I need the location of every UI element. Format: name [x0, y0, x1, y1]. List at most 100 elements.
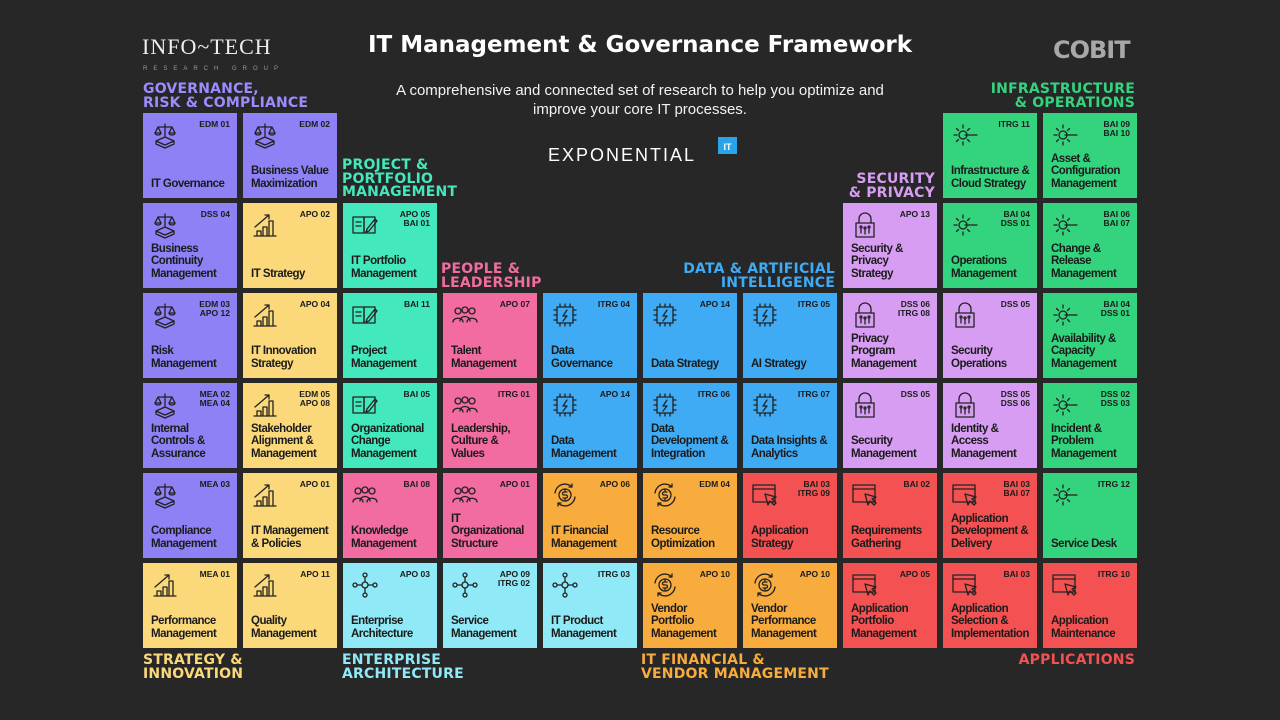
chip-icon — [553, 393, 577, 417]
window-cursor-icon — [952, 484, 977, 506]
tile-code: ITRG 07 — [797, 389, 830, 399]
tile-name: Vendor Portfolio Management — [651, 602, 717, 640]
tile-code: ITRG 10 — [1097, 569, 1130, 579]
tile-talent-management[interactable]: APO 07 Talent Management — [443, 293, 537, 378]
network-icon — [552, 572, 578, 598]
tile-availability-capacity-management[interactable]: BAI 04 DSS 01 Availability & Capacity Man… — [1043, 293, 1137, 378]
tile-data-management[interactable]: APO 14 Data Management — [543, 383, 637, 468]
tile-it-management-policies[interactable]: APO 01 IT Management & Policies — [243, 473, 337, 558]
tile-code: DSS 04 — [200, 209, 230, 219]
tile-code: ITRG 03 — [597, 569, 630, 579]
tile-name: Operations Management — [951, 255, 1017, 280]
tile-knowledge-management[interactable]: BAI 08 Knowledge Management — [343, 473, 437, 558]
tile-code: EDM 01 — [199, 119, 230, 129]
exponential-badge: IT — [718, 137, 737, 154]
tile-performance-management[interactable]: MEA 01 Performance Management — [143, 563, 237, 648]
tile-data-governance[interactable]: ITRG 04 Data Governance — [543, 293, 637, 378]
scales-icon — [154, 123, 176, 149]
tile-it-governance[interactable]: EDM 01 IT Governance — [143, 113, 237, 198]
category-label-people: PEOPLE & LEADERSHIP — [441, 261, 542, 291]
tile-code: APO 11 — [300, 569, 330, 579]
tile-enterprise-architecture[interactable]: APO 03 Enterprise Architecture — [343, 563, 437, 648]
growth-chart-icon — [253, 394, 277, 417]
tile-organizational-change-management[interactable]: BAI 05 Organizational Change Management — [343, 383, 437, 468]
notebook-pen-icon — [352, 216, 378, 234]
tile-quality-management[interactable]: APO 11 Quality Management — [243, 563, 337, 648]
tile-it-strategy[interactable]: APO 02 IT Strategy — [243, 203, 337, 288]
lock-icon — [955, 392, 975, 418]
category-label-strategy: STRATEGY & INNOVATION — [143, 652, 244, 682]
tile-application-strategy[interactable]: BAI 03 ITRG 09 Application Strategy — [743, 473, 837, 558]
tile-security-operations[interactable]: DSS 05 Security Operations — [943, 293, 1037, 378]
tile-identity-access-management[interactable]: DSS 05 DSS 06 Identity & Access Managemen… — [943, 383, 1037, 468]
tile-incident-problem-management[interactable]: DSS 02 DSS 03 Incident & Problem Manageme… — [1043, 383, 1137, 468]
tile-code: BAI 11 — [404, 299, 430, 309]
tile-vendor-performance-management[interactable]: APO 10 Vendor Performance Management — [743, 563, 837, 648]
cobit-logo: COBIT — [1053, 36, 1131, 64]
tile-vendor-portfolio-management[interactable]: APO 10 Vendor Portfolio Management — [643, 563, 737, 648]
tile-code: APO 13 — [899, 209, 930, 219]
tile-asset-configuration-management[interactable]: BAI 09 BAI 10 Asset & Configuration Manag… — [1043, 113, 1137, 198]
gear-wrench-icon — [1053, 124, 1078, 146]
tile-infrastructure-cloud-strategy[interactable]: ITRG 11 Infrastructure & Cloud Strategy — [943, 113, 1037, 198]
tile-name: Resource Optimization — [651, 525, 715, 550]
tile-code: EDM 04 — [699, 479, 730, 489]
tile-code: APO 14 — [699, 299, 730, 309]
tile-name: Application Strategy — [751, 525, 809, 550]
tile-application-maintenance[interactable]: ITRG 10 Application Maintenance — [1043, 563, 1137, 648]
tile-name: Data Governance — [551, 345, 613, 370]
tile-it-product-management[interactable]: ITRG 03 IT Product Management — [543, 563, 637, 648]
tile-code: APO 05 BAI 01 — [399, 209, 430, 228]
tile-code: DSS 02 DSS 03 — [1100, 389, 1130, 408]
gear-wrench-icon — [1053, 214, 1078, 236]
scales-icon — [154, 483, 176, 509]
tile-code: APO 09 ITRG 02 — [497, 569, 530, 588]
tile-application-selection-implementation[interactable]: BAI 03 Application Selection & Implementa… — [943, 563, 1037, 648]
tile-service-desk[interactable]: ITRG 12 Service Desk — [1043, 473, 1137, 558]
tile-code: ITRG 01 — [497, 389, 530, 399]
tile-change-release-management[interactable]: BAI 06 BAI 07 Change & Release Management — [1043, 203, 1137, 288]
tile-code: BAI 09 BAI 10 — [1103, 119, 1130, 138]
growth-chart-icon — [253, 214, 277, 237]
tile-data-development-integration[interactable]: ITRG 06 Data Development & Integration — [643, 383, 737, 468]
tile-code: APO 10 — [799, 569, 830, 579]
tile-name: Stakeholder Alignment & Management — [251, 422, 317, 460]
tile-privacy-program-management[interactable]: DSS 06 ITRG 08 Privacy Program Management — [843, 293, 937, 378]
tile-code: APO 10 — [699, 569, 730, 579]
tile-risk-management[interactable]: EDM 03 APO 12 Risk Management — [143, 293, 237, 378]
tile-security-privacy-strategy[interactable]: APO 13 Security & Privacy Strategy — [843, 203, 937, 288]
tile-business-value-maximization[interactable]: EDM 02 Business Value Maximization — [243, 113, 337, 198]
tile-code: EDM 03 APO 12 — [199, 299, 230, 318]
tile-ai-strategy[interactable]: ITRG 05 AI Strategy — [743, 293, 837, 378]
tile-it-portfolio-management[interactable]: APO 05 BAI 01 IT Portfolio Management — [343, 203, 437, 288]
tile-name: Application Development & Delivery — [951, 512, 1029, 550]
tile-requirements-gathering[interactable]: BAI 02 Requirements Gathering — [843, 473, 937, 558]
tile-it-financial-management[interactable]: APO 06 IT Financial Management — [543, 473, 637, 558]
tile-stakeholder-alignment-management[interactable]: EDM 05 APO 08 Stakeholder Alignment & Man… — [243, 383, 337, 468]
tile-name: Privacy Program Management — [851, 332, 917, 370]
tile-data-insights-analytics[interactable]: ITRG 07 Data Insights & Analytics — [743, 383, 837, 468]
tile-name: Asset & Configuration Management — [1051, 152, 1120, 190]
tile-name: Data Insights & Analytics — [751, 435, 828, 460]
tile-service-management[interactable]: APO 09 ITRG 02 Service Management — [443, 563, 537, 648]
tile-business-continuity-management[interactable]: DSS 04 Business Continuity Management — [143, 203, 237, 288]
tile-internal-controls-assurance[interactable]: MEA 02 MEA 04 Internal Controls & Assuran… — [143, 383, 237, 468]
tile-leadership-culture-values[interactable]: ITRG 01 Leadership, Culture & Values — [443, 383, 537, 468]
scales-icon — [154, 213, 176, 239]
tile-application-development-delivery[interactable]: BAI 03 BAI 07 Application Development & D… — [943, 473, 1037, 558]
tile-resource-optimization[interactable]: EDM 04 Resource Optimization — [643, 473, 737, 558]
tile-project-management[interactable]: BAI 11 Project Management — [343, 293, 437, 378]
tile-name: Compliance Management — [151, 525, 217, 550]
tile-code: BAI 03 — [1003, 569, 1030, 579]
window-cursor-icon — [952, 574, 977, 596]
gear-wrench-icon — [953, 214, 978, 236]
dollar-cycle-icon — [654, 483, 676, 507]
tile-security-management[interactable]: DSS 05 Security Management — [843, 383, 937, 468]
tile-compliance-management[interactable]: MEA 03 Compliance Management — [143, 473, 237, 558]
tile-data-strategy[interactable]: APO 14 Data Strategy — [643, 293, 737, 378]
tile-application-portfolio-management[interactable]: APO 05 Application Portfolio Management — [843, 563, 937, 648]
category-label-infrastructure: INFRASTRUCTURE & OPERATIONS — [990, 81, 1135, 111]
tile-it-innovation-strategy[interactable]: APO 04 IT Innovation Strategy — [243, 293, 337, 378]
tile-operations-management[interactable]: BAI 04 DSS 01 Operations Management — [943, 203, 1037, 288]
tile-it-organizational-structure[interactable]: APO 01 IT Organizational Structure — [443, 473, 537, 558]
